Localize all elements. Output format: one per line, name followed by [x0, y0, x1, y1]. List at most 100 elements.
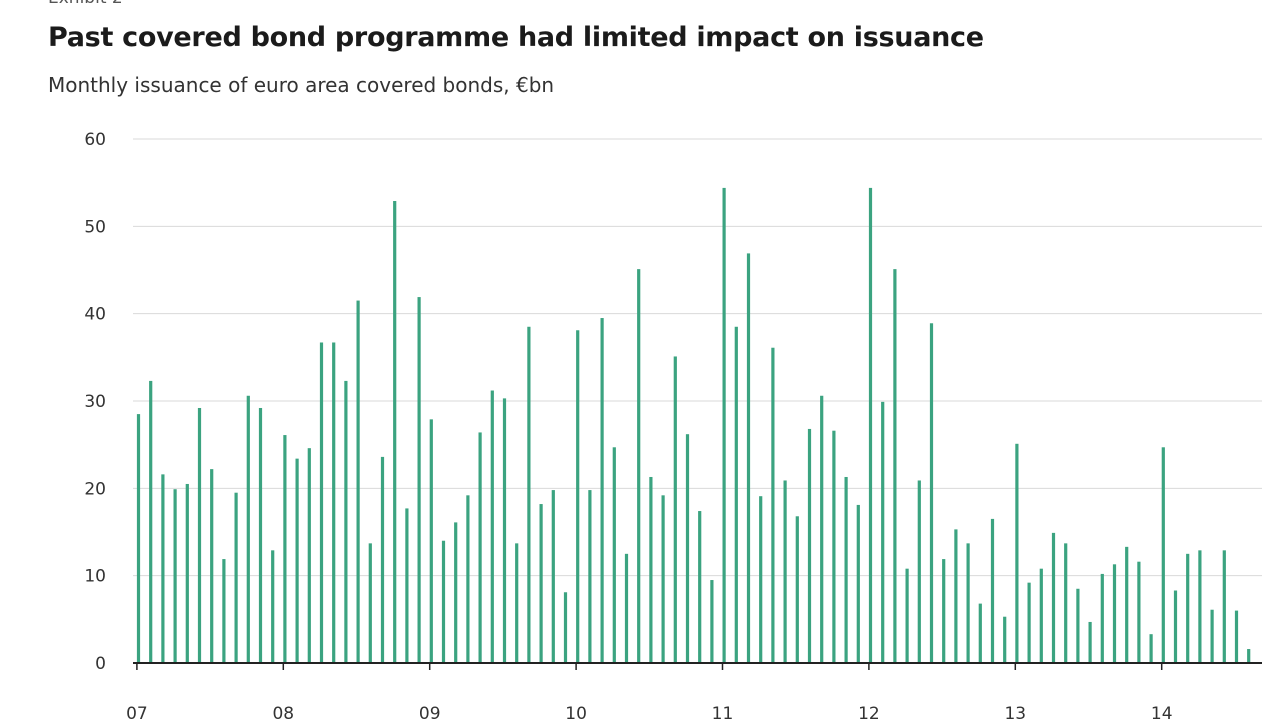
- bar: [1247, 649, 1251, 663]
- bar: [234, 492, 238, 663]
- bar: [917, 480, 921, 663]
- bar: [1015, 443, 1019, 663]
- bar: [1100, 573, 1104, 663]
- bar: [612, 447, 616, 663]
- bar: [417, 297, 421, 663]
- bar: [942, 559, 946, 663]
- bar: [588, 490, 592, 663]
- bar: [771, 347, 775, 663]
- bar: [210, 469, 214, 663]
- chart-title: Past covered bond programme had limited …: [48, 22, 984, 53]
- bar: [1064, 543, 1068, 663]
- bar: [222, 559, 226, 663]
- bar: [1051, 532, 1056, 663]
- bar: [1027, 582, 1031, 663]
- bar: [807, 428, 812, 663]
- bar: [393, 201, 397, 664]
- x-tick-label: 10: [565, 704, 587, 720]
- bar: [454, 522, 458, 663]
- bar: [527, 326, 531, 663]
- bar: [356, 300, 360, 663]
- bar: [490, 390, 494, 663]
- bar: [1198, 550, 1202, 663]
- exhibit-label: Exhibit 2: [48, 0, 123, 8]
- bar: [136, 414, 141, 663]
- bar: [551, 490, 555, 663]
- bar: [685, 434, 690, 663]
- bar: [1112, 564, 1117, 663]
- bar: [673, 356, 677, 663]
- bar: [832, 430, 836, 663]
- bar: [783, 480, 787, 663]
- bar: [319, 342, 324, 663]
- x-tick-label: 09: [419, 704, 441, 720]
- bar: [759, 496, 763, 663]
- bar: [661, 495, 665, 663]
- y-tick-label: 10: [84, 567, 106, 587]
- bar: [746, 253, 751, 663]
- bar: [515, 543, 519, 663]
- x-tick-label: 07: [126, 704, 148, 720]
- bar: [1039, 568, 1043, 663]
- bar: [149, 380, 153, 663]
- bar: [1076, 588, 1080, 663]
- bar: [576, 330, 580, 663]
- bar: [502, 398, 507, 663]
- bar: [344, 380, 348, 663]
- x-tick-label: 08: [272, 704, 294, 720]
- bar: [795, 516, 799, 663]
- bar: [478, 432, 482, 663]
- bar: [954, 529, 958, 663]
- bar: [710, 580, 714, 663]
- bar: [185, 483, 189, 663]
- y-tick-label: 50: [84, 217, 106, 237]
- bar: [563, 592, 568, 663]
- bar: [466, 495, 470, 663]
- bar: [1222, 550, 1226, 663]
- bar: [380, 456, 385, 663]
- bar: [868, 187, 873, 663]
- x-tick-label: 12: [858, 704, 880, 720]
- gridlines: [133, 138, 1262, 577]
- bar: [429, 419, 433, 663]
- x-tick-label: 13: [1004, 704, 1026, 720]
- bar: [283, 435, 287, 663]
- bar: [1210, 609, 1214, 663]
- bar: [1088, 621, 1092, 663]
- bar: [441, 540, 446, 663]
- bar: [1161, 447, 1165, 663]
- bar: [990, 518, 995, 663]
- bar: [258, 407, 263, 663]
- bar: [405, 508, 409, 663]
- bar: [722, 187, 726, 663]
- bar: [1186, 553, 1190, 663]
- y-tick-label: 20: [84, 479, 106, 499]
- y-axis-ticks: 0 10 20 30 40 50 60: [84, 130, 106, 674]
- bar: [295, 458, 299, 663]
- bars: [136, 187, 1251, 664]
- bar: [173, 489, 177, 663]
- bar: [332, 342, 336, 663]
- bar: [197, 407, 202, 663]
- y-tick-label: 60: [84, 130, 106, 150]
- bar: [1003, 616, 1007, 663]
- bar: [734, 326, 738, 663]
- bar: [1149, 634, 1153, 663]
- y-tick-label: 40: [84, 305, 106, 325]
- bar: [844, 476, 848, 663]
- bar: [1125, 546, 1129, 663]
- bar: [856, 504, 860, 663]
- bar: [368, 543, 372, 663]
- chart-subtitle: Monthly issuance of euro area covered bo…: [48, 73, 555, 97]
- bar: [624, 553, 629, 663]
- bar: [929, 323, 934, 663]
- y-tick-label: 0: [95, 654, 106, 674]
- x-axis-ticks: 07 08 09 10 11 12 13 14: [126, 663, 1173, 720]
- bar: [246, 395, 250, 663]
- bar: [600, 318, 604, 663]
- bar: [893, 269, 897, 663]
- bar: [1173, 590, 1178, 663]
- x-tick-label: 11: [712, 704, 734, 720]
- x-tick-label: 14: [1151, 704, 1173, 720]
